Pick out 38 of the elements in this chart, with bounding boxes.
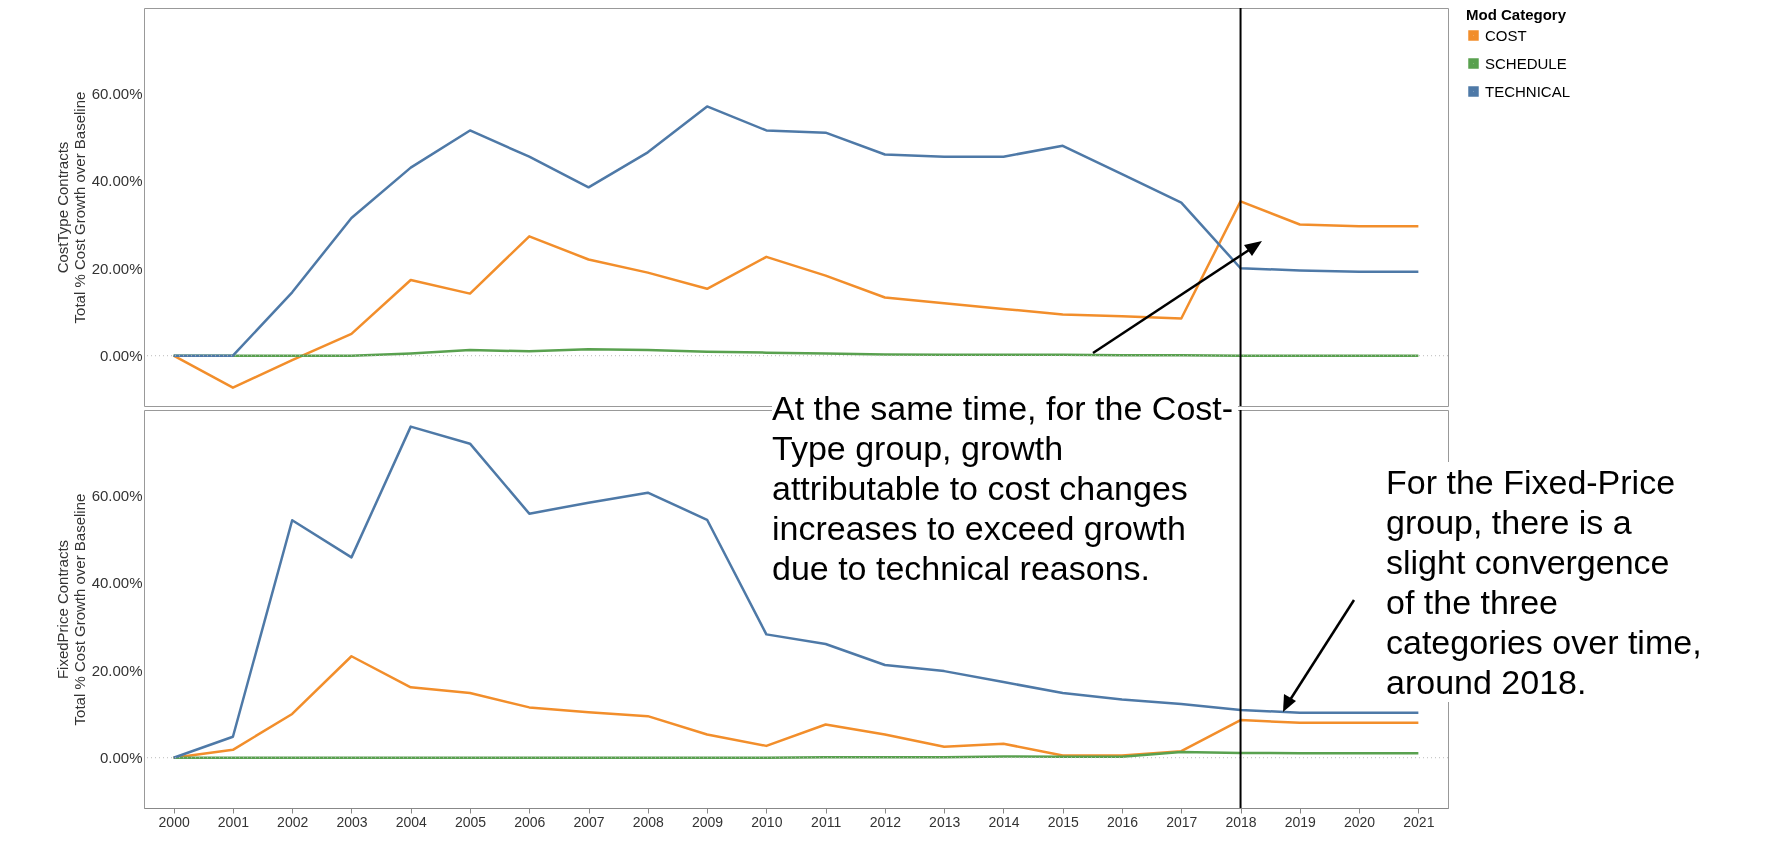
x-tick-label: 2014 (988, 813, 1020, 830)
x-tick-label: 2020 (1344, 813, 1376, 830)
x-tick-label: 2019 (1284, 813, 1317, 830)
y-axis-title: FixedPrice Contracts Total % Cost Growth over Baseline (53, 493, 88, 726)
legend-label: COST (1485, 26, 1527, 44)
x-tick-label: 2013 (929, 813, 961, 830)
x-tick-label: 2005 (454, 813, 487, 830)
x-tick-label: 2015 (1047, 813, 1080, 830)
y-tick-label: 0.00% (99, 347, 143, 365)
annotation: For the Fixed-Price group, there is a slight convergence of the three categories over time, around 2018. (1386, 462, 1702, 702)
legend-label: TECHNICAL (1485, 82, 1571, 100)
y-tick-label: 0.00% (99, 749, 143, 767)
y-tick-label: 60.00% (91, 486, 143, 504)
x-tick-label: 2011 (811, 813, 842, 830)
x-tick-label: 2004 (395, 813, 428, 830)
y-tick-label: 20.00% (91, 259, 143, 277)
y-tick-label: 40.00% (91, 172, 143, 190)
legend-title: Mod Category (1466, 6, 1567, 23)
y-tick-label: 20.00% (91, 661, 143, 679)
x-tick-label: 2010 (751, 813, 783, 830)
y-tick-label: 40.00% (91, 574, 143, 592)
x-tick-label: 2000 (158, 813, 190, 830)
x-tick-label: 2003 (336, 813, 368, 830)
x-tick-label: 2006 (514, 813, 546, 830)
x-tick-label: 2008 (632, 813, 665, 830)
x-tick-label: 2018 (1225, 813, 1257, 830)
x-tick-label: 2021 (1403, 813, 1435, 830)
x-tick-label: 2007 (573, 813, 605, 830)
y-axis-title: CostType Contracts Total % Cost Growth over Baseline (53, 91, 88, 324)
x-tick-label: 2002 (277, 813, 309, 830)
legend-label: SCHEDULE (1485, 54, 1567, 72)
x-tick-label: 2016 (1106, 813, 1139, 830)
annotation: At the same time, for the Cost-Type group, growth attributable to cost changes increases to exceed growth due to technical reasons. (772, 388, 1238, 588)
x-tick-label: 2012 (869, 813, 902, 830)
y-tick-label: 60.00% (91, 84, 143, 102)
x-tick-label: 2017 (1166, 813, 1198, 830)
x-tick-label: 2001 (217, 813, 250, 830)
x-tick-label: 2009 (692, 813, 724, 830)
